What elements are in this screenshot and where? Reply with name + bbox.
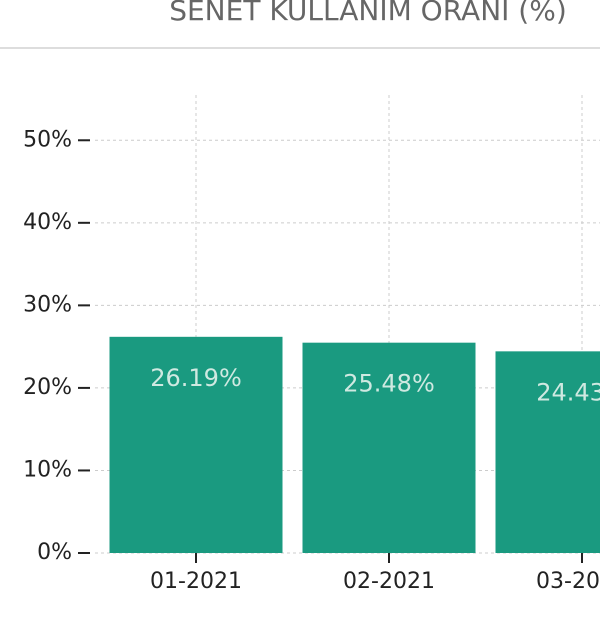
- chart-title: SENET KULLANIM ORANI (%): [169, 0, 567, 27]
- bar: [302, 342, 476, 553]
- bar-value-label: 26.19%: [150, 364, 242, 392]
- y-tick-label: 40%: [23, 210, 72, 235]
- y-tick-label: 30%: [23, 292, 72, 317]
- bar-value-label: 24.43%: [536, 378, 600, 406]
- y-tick-label: 0%: [37, 540, 72, 565]
- y-tick-label: 20%: [23, 375, 72, 400]
- y-tick-label: 10%: [23, 457, 72, 482]
- y-tick-label: 50%: [23, 127, 72, 152]
- bar: [495, 351, 600, 553]
- bar: [109, 336, 283, 553]
- x-tick-label: 01-2021: [150, 569, 242, 594]
- x-tick-label: 03-2021: [536, 569, 600, 594]
- x-tick-label: 02-2021: [343, 569, 435, 594]
- bar-value-label: 25.48%: [343, 370, 435, 398]
